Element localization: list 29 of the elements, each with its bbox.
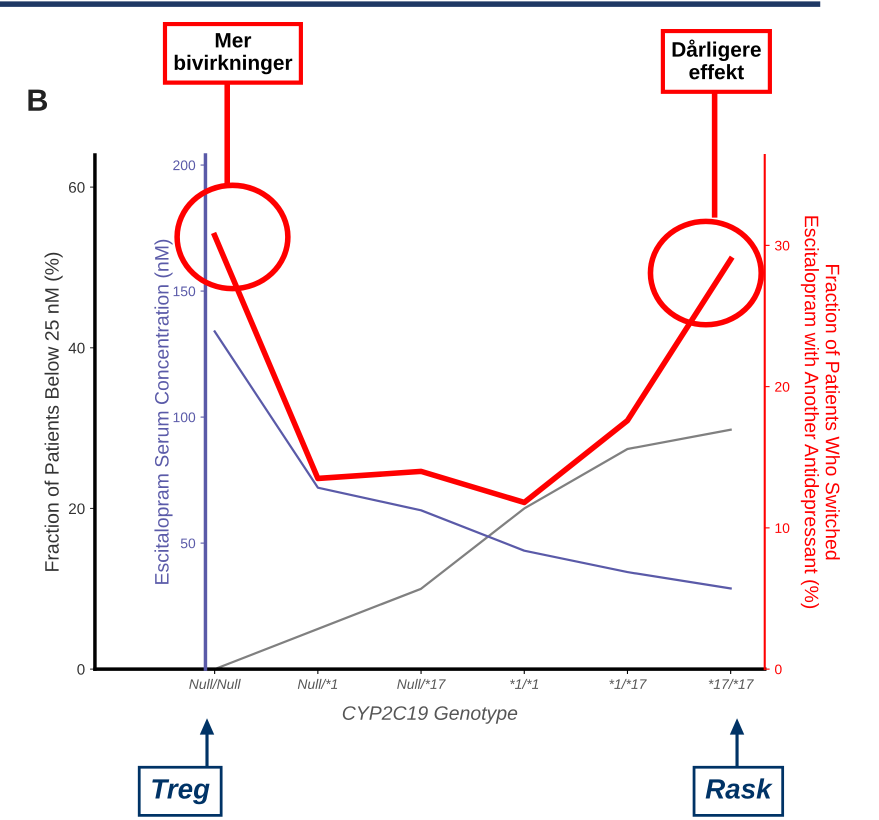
y2-tick-label: 20 xyxy=(775,382,790,392)
y3-tick-label: 50 xyxy=(180,538,196,548)
y3-tick-label: 200 xyxy=(173,160,196,170)
y-tick-label: 60 xyxy=(68,182,85,193)
y3-tick-label: 100 xyxy=(174,412,196,422)
text: Mer bivirkninger xyxy=(174,33,292,74)
x-tick-label: Null/Null xyxy=(189,678,241,690)
x-tick-label: *17/*17 xyxy=(708,678,754,690)
line-series xyxy=(214,330,732,590)
y2-tick-label: 10 xyxy=(776,523,790,534)
text: Rask xyxy=(706,778,773,799)
x-tick-label: Null/*17 xyxy=(397,678,446,690)
x-tick-label: *1/*1 xyxy=(510,678,538,690)
y2-axis-title: Fraction of Patients Who Switched Escitalopram with Another Antidepressant (%) xyxy=(800,216,840,608)
text: Dårligere effekt xyxy=(672,40,761,80)
line-series xyxy=(214,428,732,670)
y2-tick-label: 30 xyxy=(774,240,790,251)
x-tick-label: Null/*1 xyxy=(298,678,338,690)
y3-axis-title: Escitalopram Serum Concentration (nM) xyxy=(154,240,173,584)
y3-tick-label: 150 xyxy=(174,286,196,296)
x-axis-title: CYP2C19 Genotype xyxy=(342,706,518,724)
y-tick-label: 40 xyxy=(68,342,85,354)
text: Treg xyxy=(152,779,210,804)
text: B xyxy=(28,90,48,111)
y-tick-label: 0 xyxy=(77,664,85,675)
x-tick-label: *1/*17 xyxy=(609,678,647,690)
y2-tick-label: 0 xyxy=(774,664,782,674)
y-axis-title: Fraction of Patients Below 25 nM (%) xyxy=(44,252,63,571)
y-tick-label: 20 xyxy=(68,503,85,514)
